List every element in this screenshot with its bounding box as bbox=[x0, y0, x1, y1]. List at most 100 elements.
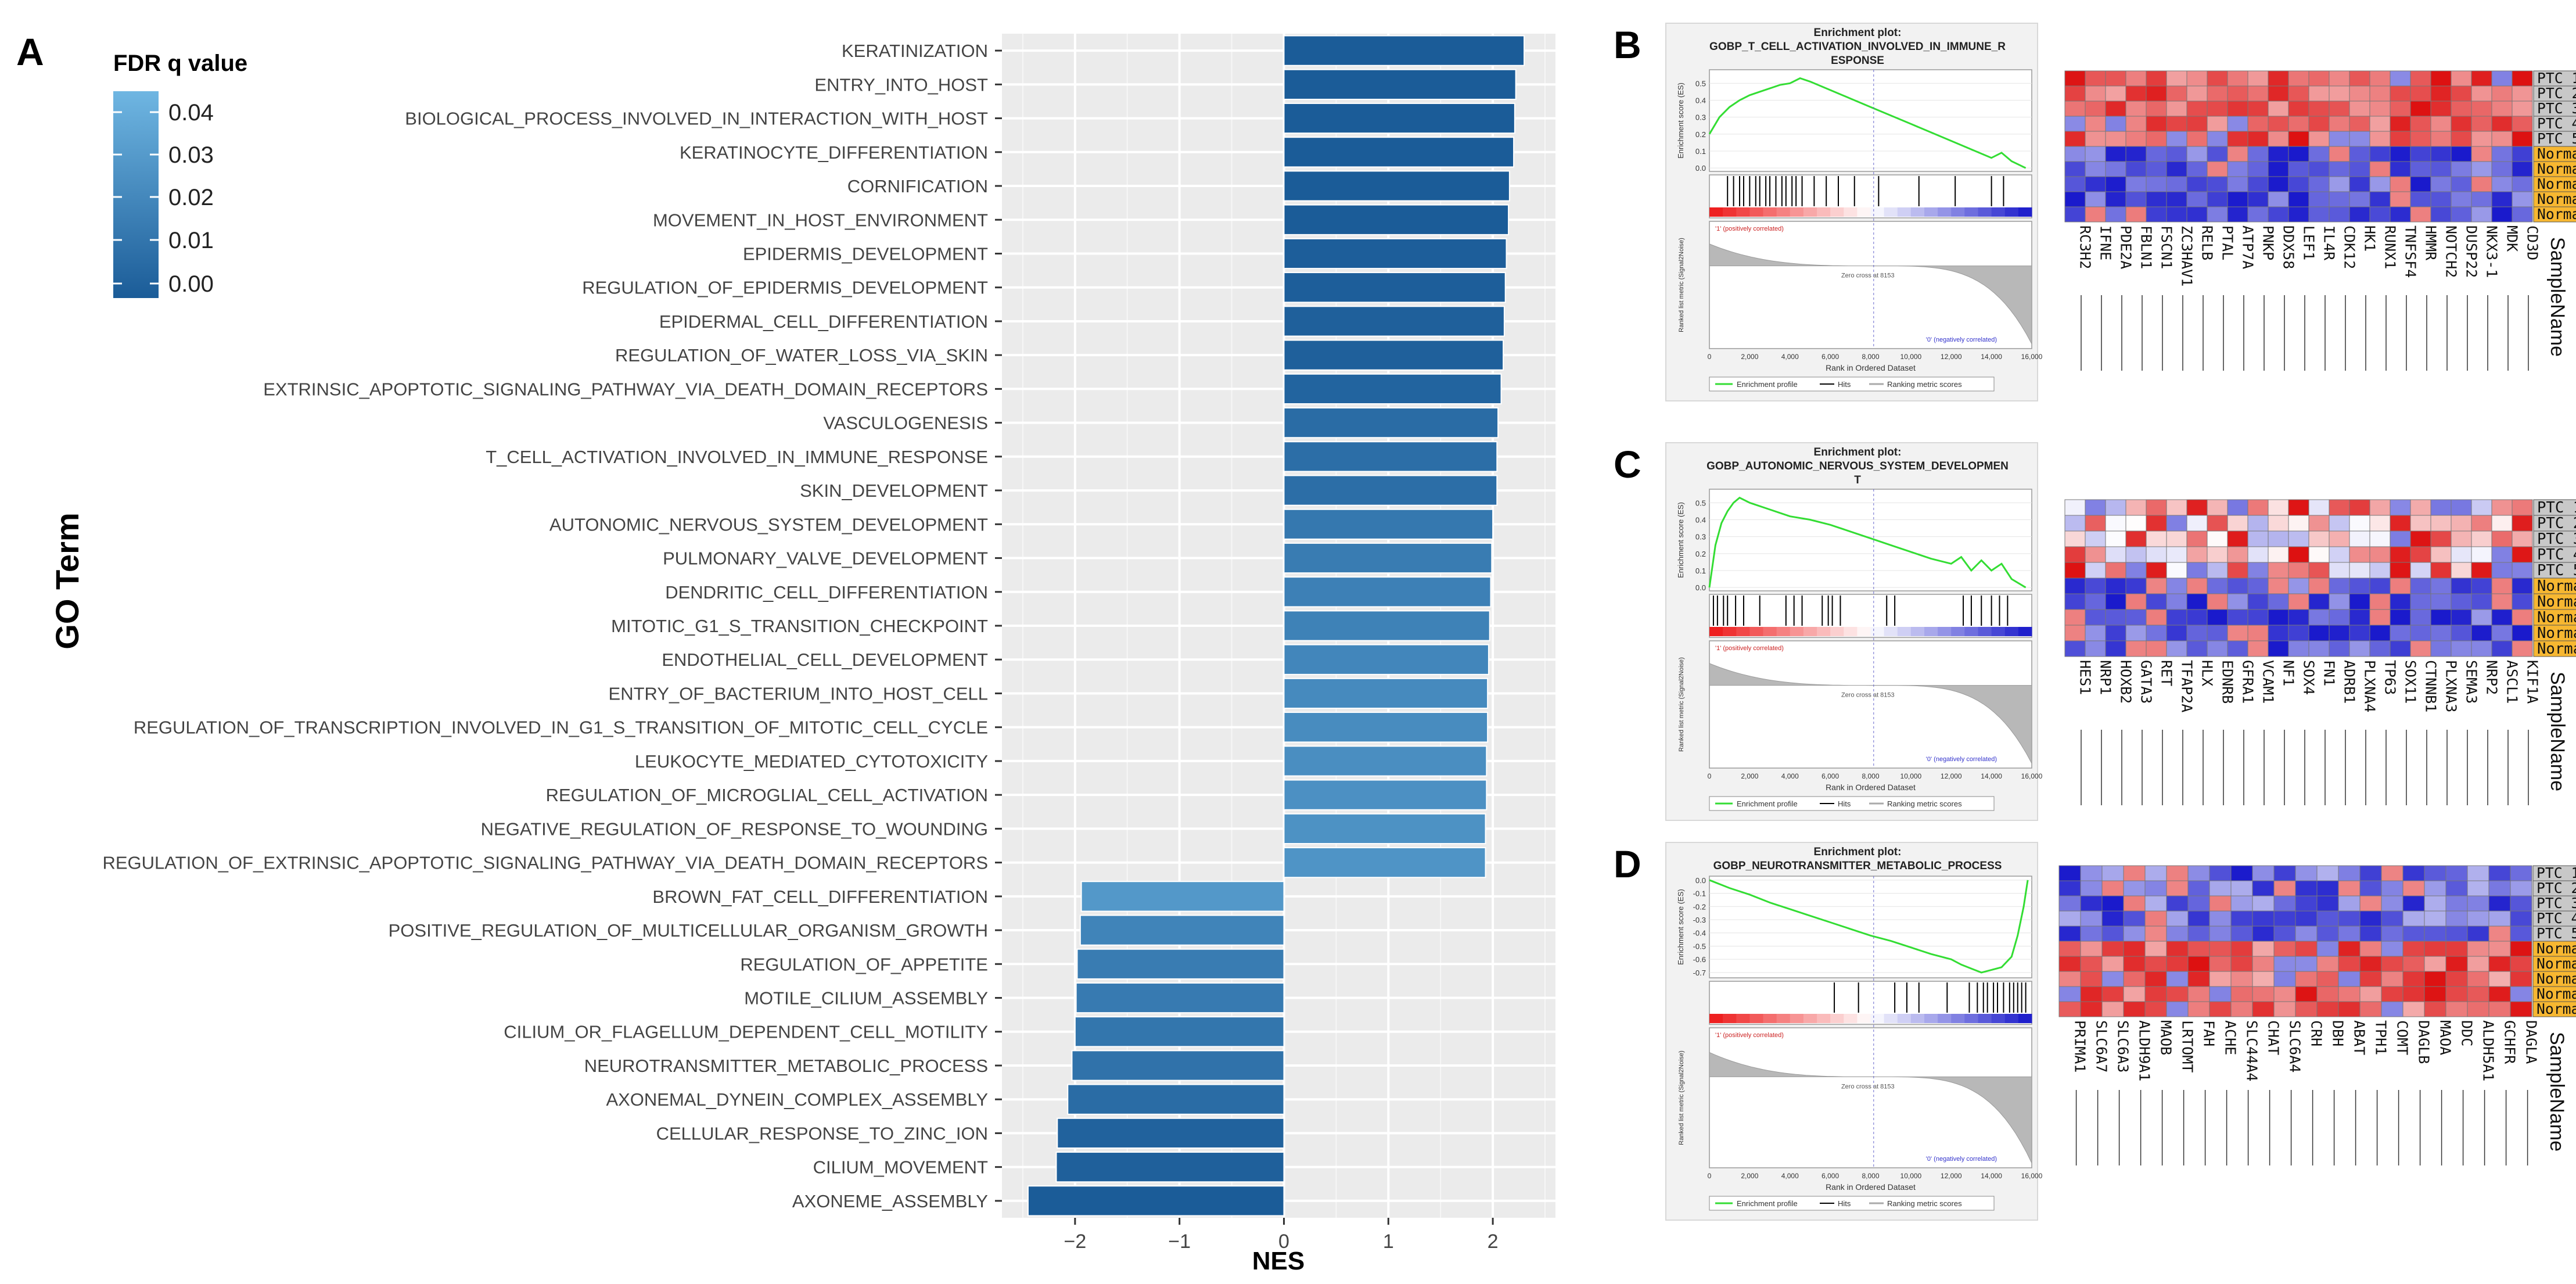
heatmap-cell bbox=[2369, 206, 2391, 223]
heatmap-cell bbox=[2316, 986, 2339, 1002]
heatmap-cell bbox=[2349, 161, 2370, 177]
heatmap-cell bbox=[2105, 562, 2126, 579]
heatmap-cell bbox=[2186, 609, 2208, 626]
heatmap-cell bbox=[2247, 206, 2269, 223]
heatmap-cell bbox=[2207, 206, 2228, 223]
heatmap-cell bbox=[2338, 865, 2361, 881]
heatmap-cell bbox=[2209, 926, 2232, 942]
heatmap-cell bbox=[2273, 895, 2296, 912]
es-y-tick: 0.3 bbox=[1695, 533, 1706, 541]
rank-color-strip bbox=[1897, 207, 1912, 217]
heatmap-cell bbox=[2424, 865, 2446, 881]
category-label: MOVEMENT_IN_HOST_ENVIRONMENT bbox=[653, 210, 988, 230]
x-tick-label: −2 bbox=[1064, 1231, 1086, 1253]
x-tick-label: 0 bbox=[1278, 1231, 1289, 1253]
heatmap-cell bbox=[2349, 176, 2370, 192]
heatmap-cell bbox=[2381, 971, 2403, 987]
heatmap-cell bbox=[2207, 116, 2228, 132]
heatmap-cell bbox=[2349, 146, 2370, 162]
heatmap-cell bbox=[2424, 941, 2446, 957]
heatmap-cell bbox=[2146, 625, 2167, 641]
heatmap-cell bbox=[2410, 609, 2431, 626]
category-label: CILIUM_MOVEMENT bbox=[813, 1157, 988, 1178]
heatmap-cell bbox=[2247, 640, 2269, 657]
heatmap-cell bbox=[2467, 895, 2489, 912]
legend-profile-label: Enrichment profile bbox=[1737, 1199, 1798, 1208]
heatmap-cell bbox=[2295, 1001, 2318, 1017]
rank-x-tick: 14,000 bbox=[1981, 772, 2002, 780]
es-y-tick: -0.5 bbox=[1693, 942, 1706, 951]
heatmap-cell bbox=[2369, 161, 2391, 177]
heatmap-cell bbox=[2329, 609, 2350, 626]
heatmap-cell bbox=[2410, 131, 2431, 147]
bar bbox=[1283, 204, 1510, 235]
heatmap-cell bbox=[2186, 146, 2208, 162]
column-label: IL4R bbox=[2321, 225, 2338, 261]
x-tick-label: −1 bbox=[1168, 1231, 1191, 1253]
heatmap-cell bbox=[2491, 161, 2513, 177]
column-label: PLXNA3 bbox=[2443, 660, 2460, 712]
heatmap-cell bbox=[2268, 206, 2289, 223]
heatmap-cell bbox=[2105, 609, 2126, 626]
rank-color-strip bbox=[1951, 1014, 1965, 1023]
heatmap-cell bbox=[2085, 206, 2106, 223]
heatmap-cell bbox=[2381, 956, 2403, 972]
heatmap-cell bbox=[2424, 971, 2446, 987]
heatmap-cell bbox=[2207, 609, 2228, 626]
heatmap-cell bbox=[2471, 116, 2492, 132]
heatmap-cell bbox=[2329, 161, 2350, 177]
bar bbox=[1027, 1185, 1285, 1217]
heatmap-cell bbox=[2064, 85, 2086, 102]
rank-x-tick: 4,000 bbox=[1781, 772, 1799, 780]
heatmap-cell bbox=[2369, 85, 2391, 102]
heatmap-cell bbox=[2512, 530, 2533, 547]
heatmap-cell bbox=[2471, 546, 2492, 563]
heatmap-cell bbox=[2390, 640, 2411, 657]
es-y-label: Enrichment score (ES) bbox=[1676, 502, 1685, 578]
heatmap-cell bbox=[2207, 515, 2228, 532]
heatmap-cell bbox=[2402, 895, 2425, 912]
heatmap-cell bbox=[2390, 131, 2411, 147]
heatmap-cell bbox=[2227, 85, 2248, 102]
column-label: DDX58 bbox=[2280, 225, 2297, 269]
legend-hits-label: Hits bbox=[1838, 1199, 1851, 1208]
heatmap-cell bbox=[2512, 70, 2533, 87]
heatmap-cell bbox=[2187, 971, 2210, 987]
rank-y-label: Ranked list metric (Signal2Noise) bbox=[1678, 657, 1685, 752]
heatmap-cell bbox=[2268, 499, 2289, 516]
heatmap-cell bbox=[2227, 515, 2248, 532]
heatmap-cell bbox=[2329, 562, 2350, 579]
heatmap-cell bbox=[2252, 1001, 2275, 1017]
heatmap-cell bbox=[2410, 206, 2431, 223]
heatmap-cell bbox=[2186, 101, 2208, 117]
heatmap-cell bbox=[2247, 116, 2269, 132]
heatmap-cell bbox=[2288, 161, 2309, 177]
heatmap-cell bbox=[2268, 609, 2289, 626]
heatmap-cell bbox=[2390, 578, 2411, 594]
heatmap-cell bbox=[2510, 971, 2532, 987]
sample-label: PTC_2 bbox=[2537, 515, 2576, 532]
heatmap-cell bbox=[2085, 640, 2106, 657]
column-label: MAOA bbox=[2437, 1020, 2454, 1055]
heatmap-cell bbox=[2402, 956, 2425, 972]
heatmap-cell bbox=[2288, 640, 2309, 657]
heatmap-cell bbox=[2230, 865, 2253, 881]
rank-x-tick: 2,000 bbox=[1741, 772, 1758, 780]
heatmap-cell bbox=[2252, 971, 2275, 987]
heatmap-cell bbox=[2430, 499, 2452, 516]
heatmap-cell bbox=[2252, 895, 2275, 912]
heatmap-cell bbox=[2445, 926, 2468, 942]
rank-color-strip bbox=[1790, 627, 1804, 636]
heatmap-cell bbox=[2085, 101, 2106, 117]
heatmap-cell bbox=[2410, 101, 2431, 117]
heatmap-cell bbox=[2512, 101, 2533, 117]
heatmap-cell bbox=[2402, 941, 2425, 957]
rank-color-strip bbox=[1736, 1014, 1750, 1023]
heatmap-cell bbox=[2381, 865, 2403, 881]
heatmap-d: PTC_1PTC_2PTC_3PTC_4PTC_5Normal_1Normal_… bbox=[2058, 865, 2576, 1165]
heatmap-cell bbox=[2410, 499, 2431, 516]
sample-label: PTC_1 bbox=[2537, 70, 2576, 87]
heatmap-cell bbox=[2491, 116, 2513, 132]
column-label: PTAL bbox=[2219, 225, 2236, 260]
sample-label-bg bbox=[2532, 910, 2576, 927]
